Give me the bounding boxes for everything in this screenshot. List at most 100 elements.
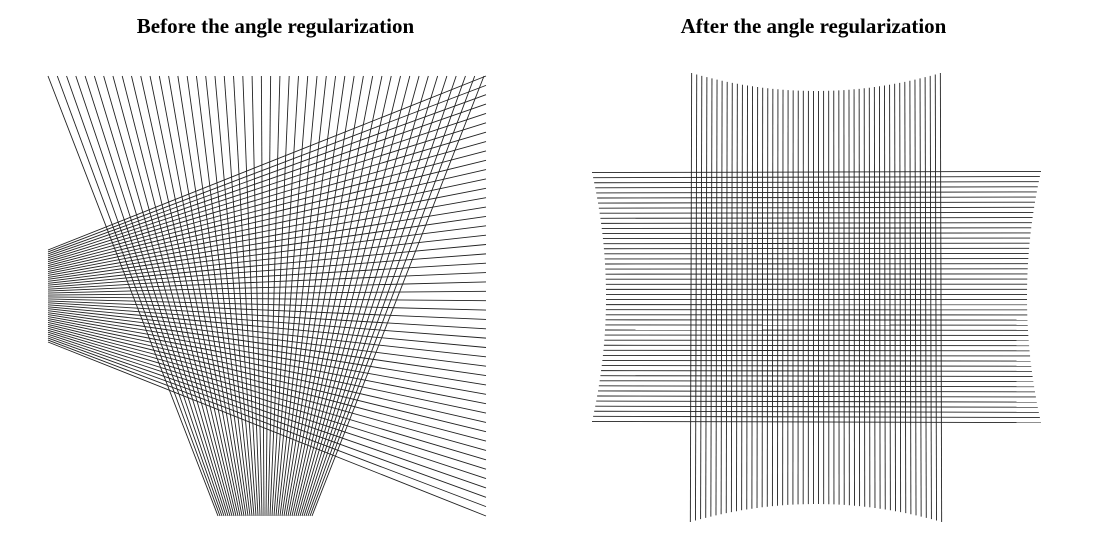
before-line-a xyxy=(223,75,257,517)
after-line-vertical xyxy=(710,78,713,517)
before-line-a xyxy=(301,75,439,517)
after-line-vertical xyxy=(725,81,728,514)
before-line-b xyxy=(47,131,487,263)
after-line-vertical xyxy=(761,87,764,508)
after-line-vertical xyxy=(746,85,748,510)
before-line-a xyxy=(271,75,299,517)
after-line-horizontal xyxy=(598,385,1035,388)
before-line-b xyxy=(47,335,487,489)
before-line-a xyxy=(275,75,318,517)
before-line-a xyxy=(289,75,383,517)
after-line-horizontal xyxy=(603,349,1030,352)
before-line-family xyxy=(47,75,487,517)
before-line-a xyxy=(283,75,355,517)
before-line-a xyxy=(56,75,221,517)
before-line-b xyxy=(47,339,487,508)
after-line-horizontal xyxy=(600,217,1033,219)
after-line-vertical xyxy=(878,86,881,509)
before-line-b xyxy=(47,320,487,414)
after-line-vertical xyxy=(689,72,693,523)
before-line-a xyxy=(233,75,259,517)
before-line-b xyxy=(47,329,487,461)
after-line-vertical xyxy=(914,79,917,516)
after-line-horizontal xyxy=(597,196,1036,199)
before-line-b xyxy=(47,234,487,284)
after-line-vertical xyxy=(863,88,866,507)
after-line-vertical xyxy=(889,84,891,511)
panel-title-after: After the angle regularization xyxy=(680,14,947,38)
after-line-horizontal xyxy=(599,211,1034,214)
before-line-a xyxy=(303,75,448,517)
after-line-vertical xyxy=(766,88,769,507)
after-line-horizontal xyxy=(602,360,1031,362)
before-line-b xyxy=(47,302,487,330)
after-line-vertical xyxy=(715,79,718,516)
before-line-a xyxy=(297,75,420,517)
before-line-a xyxy=(242,75,261,517)
before-line-a xyxy=(168,75,245,517)
before-line-b xyxy=(47,94,487,255)
before-line-a xyxy=(309,75,476,517)
after-line-horizontal xyxy=(596,191,1037,194)
before-line-b xyxy=(47,84,487,253)
after-line-horizontal xyxy=(596,400,1037,403)
before-line-a xyxy=(149,75,241,517)
before-line-a xyxy=(251,75,263,517)
before-line-a xyxy=(281,75,346,517)
after-line-vertical xyxy=(700,75,703,520)
after-line-horizontal xyxy=(593,176,1040,179)
before-line-b xyxy=(47,150,487,267)
after-line-vertical xyxy=(884,85,886,510)
before-line-a xyxy=(307,75,466,517)
after-line-horizontal xyxy=(593,415,1040,418)
before-line-b xyxy=(47,325,487,442)
before-line-b xyxy=(47,310,487,367)
before-line-b xyxy=(47,306,487,348)
before-line-b xyxy=(47,169,487,271)
before-line-a xyxy=(47,75,219,517)
before-line-b xyxy=(47,300,487,320)
after-line-vertical xyxy=(730,82,733,513)
after-line-horizontal xyxy=(601,370,1032,372)
after-line-horizontal xyxy=(601,222,1032,224)
before-line-b xyxy=(47,122,487,261)
before-line-b xyxy=(47,272,487,292)
after-line-vertical xyxy=(899,82,902,513)
before-line-a xyxy=(103,75,231,517)
before-line-a xyxy=(214,75,255,517)
after-line-vertical xyxy=(909,80,912,515)
before-line-b xyxy=(47,253,487,288)
after-line-vertical xyxy=(904,81,907,514)
before-line-a xyxy=(273,75,309,517)
after-line-horizontal xyxy=(594,181,1039,184)
before-line-a xyxy=(305,75,457,517)
after-line-vertical xyxy=(894,83,896,512)
before-line-a xyxy=(131,75,237,517)
after-line-horizontal xyxy=(598,390,1035,393)
before-line-a xyxy=(311,75,485,517)
before-line-a xyxy=(93,75,229,517)
before-line-b xyxy=(47,178,487,272)
after-line-horizontal xyxy=(595,186,1038,189)
after-line-horizontal xyxy=(601,365,1032,367)
before-line-a xyxy=(205,75,253,517)
after-line-vertical xyxy=(868,87,871,508)
before-line-b xyxy=(47,187,487,274)
after-line-vertical xyxy=(720,80,723,515)
after-line-horizontal xyxy=(603,242,1030,245)
before-line-b xyxy=(47,323,487,433)
before-line-a xyxy=(260,75,265,517)
before-line-a xyxy=(267,75,281,517)
after-line-horizontal xyxy=(591,420,1042,424)
before-line-a xyxy=(186,75,249,517)
after-line-horizontal xyxy=(602,354,1031,357)
after-line-horizontal xyxy=(597,395,1036,398)
after-line-vertical xyxy=(924,77,927,518)
before-line-a xyxy=(121,75,235,517)
after-line-vertical xyxy=(939,72,943,523)
after-line-horizontal xyxy=(599,380,1034,383)
before-line-a xyxy=(265,75,272,517)
after-line-vertical xyxy=(934,74,937,521)
before-line-b xyxy=(47,296,487,302)
before-line-b xyxy=(47,321,487,423)
